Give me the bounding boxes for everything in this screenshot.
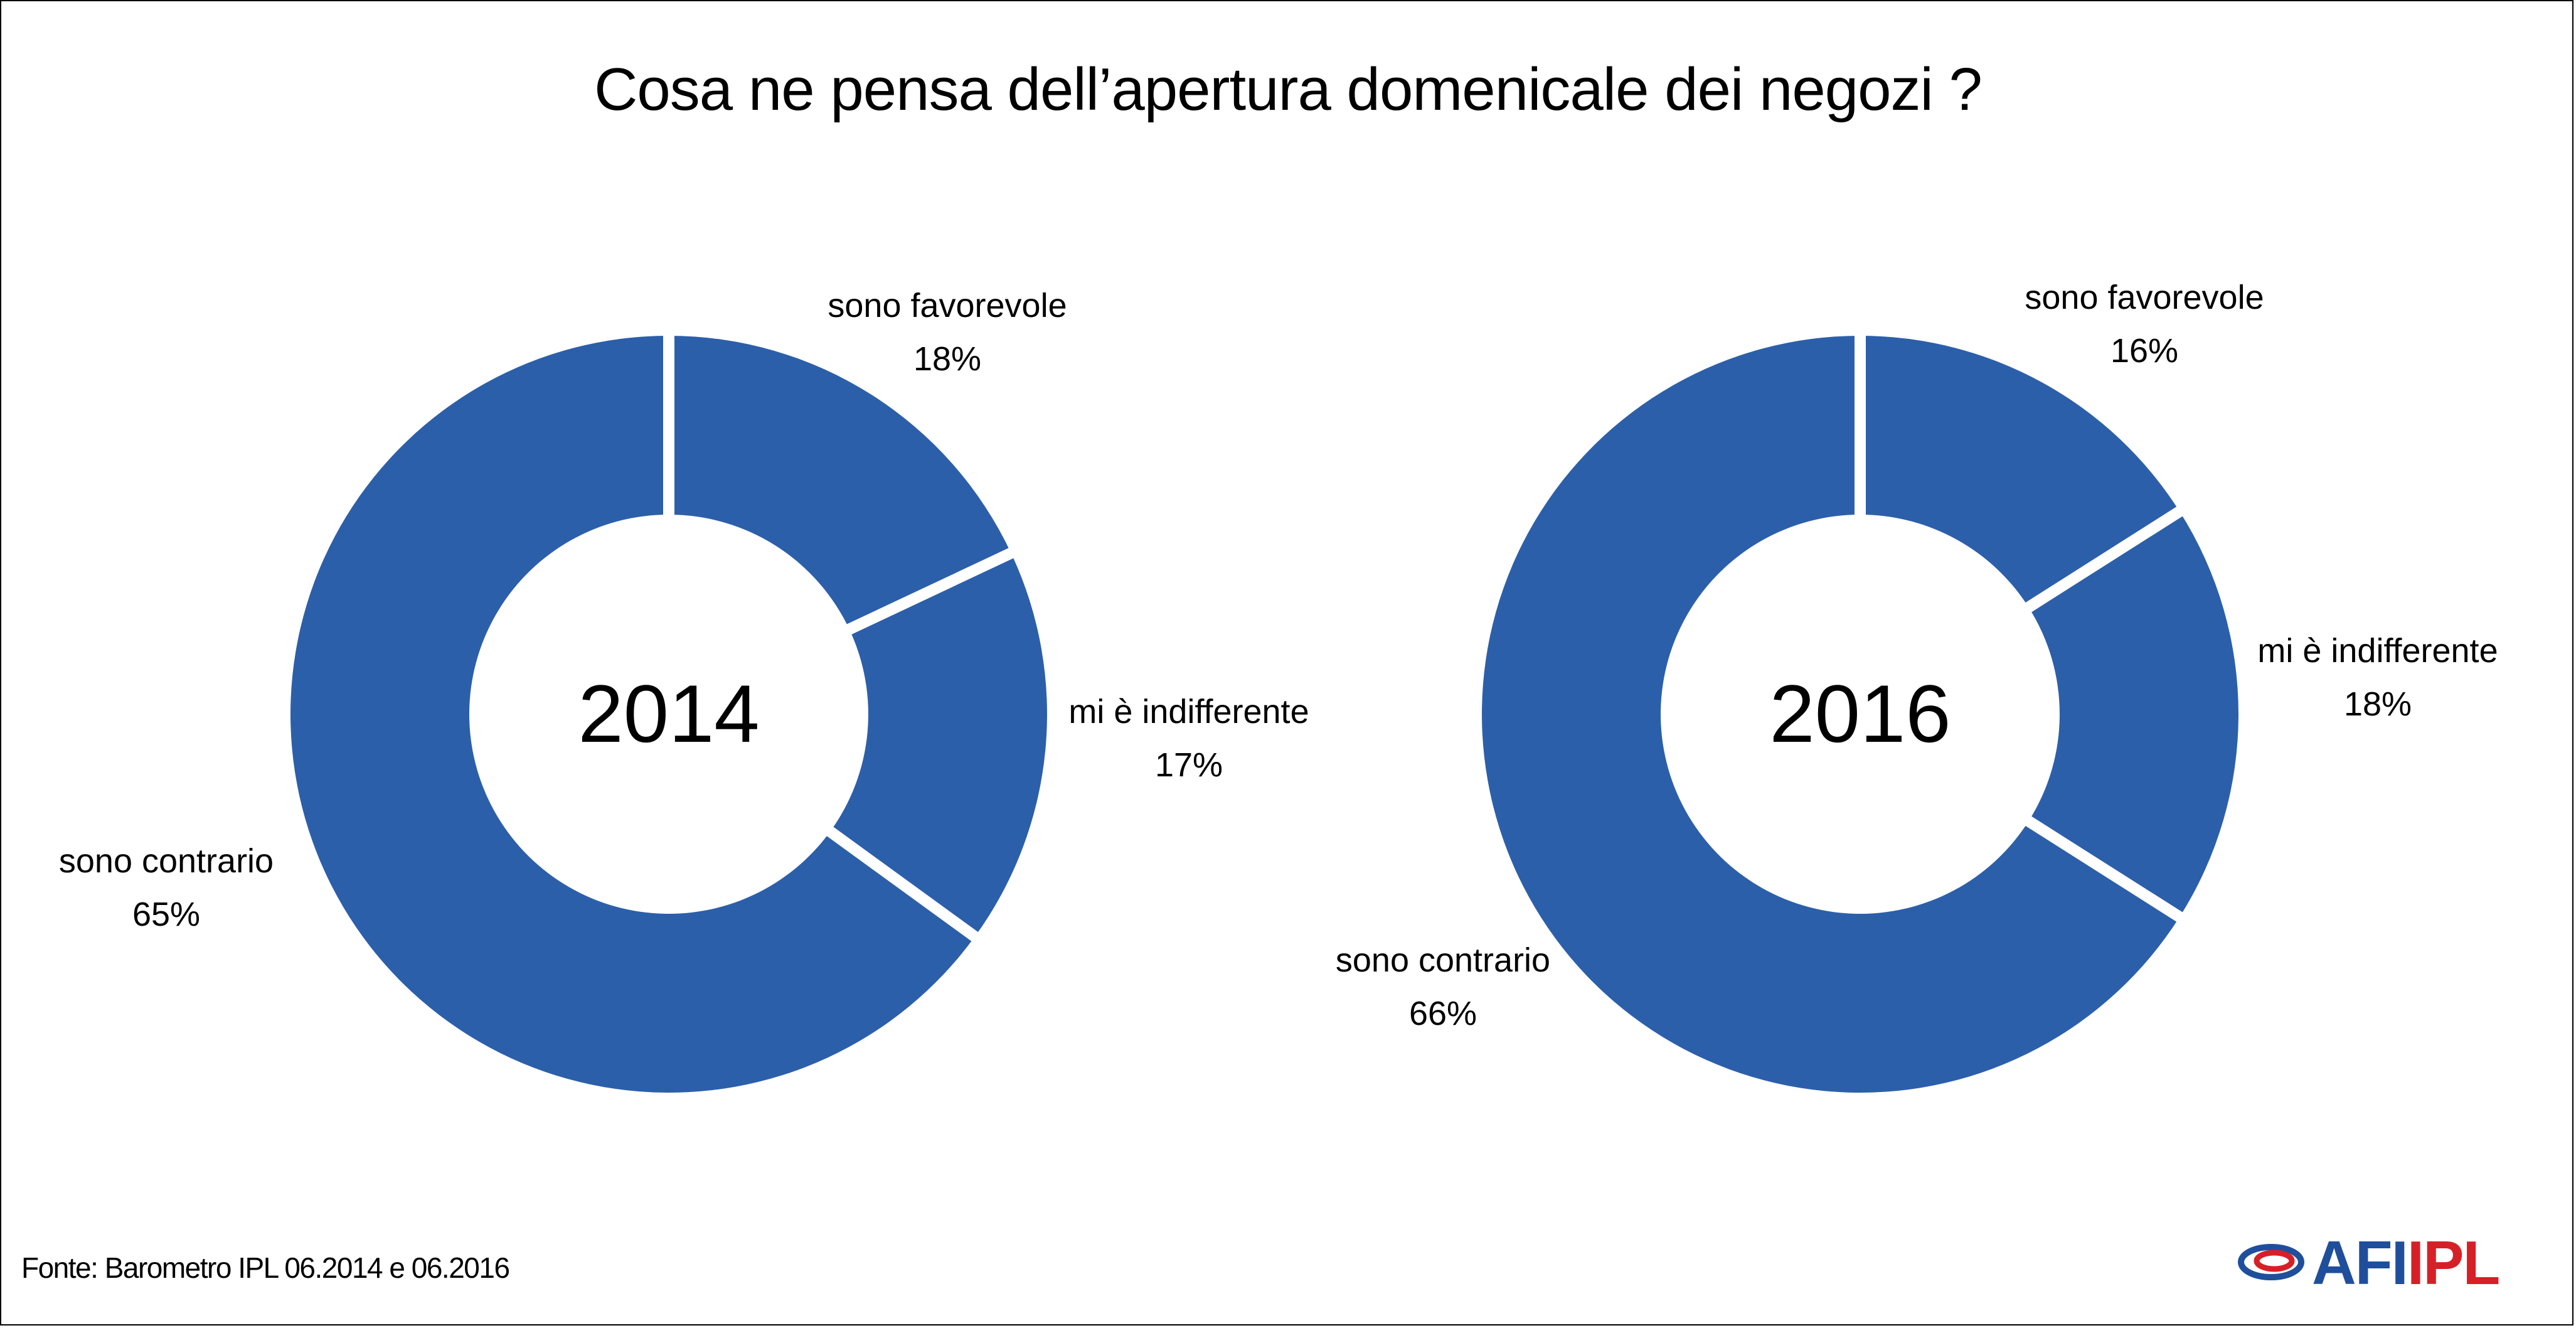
slice-separator <box>844 547 1016 636</box>
slice-label: sono contrario <box>59 842 274 880</box>
slice-label: sono favorevole <box>828 287 1067 324</box>
donut-slice-sono-contrario <box>1481 336 2180 1093</box>
donut-slice-mi-indifferente <box>830 553 1048 937</box>
source-note: Fonte: Barometro IPL 06.2014 e 06.2016 <box>21 1251 510 1284</box>
logo-swoosh-icon <box>2238 1244 2304 1280</box>
chart-title: Cosa ne pensa dell’apertura domenicale d… <box>594 56 1983 123</box>
slice-value-label: 17% <box>1155 746 1223 784</box>
slice-separator <box>2023 505 2185 614</box>
slice-label: sono contrario <box>1336 941 1550 979</box>
center-year-label: 2016 <box>1769 668 1951 759</box>
slice-label: mi è indifferente <box>1068 693 1309 731</box>
center-year-label: 2014 <box>578 668 759 759</box>
slice-value-label: 65% <box>132 896 200 933</box>
donut-slice-mi-indifferente <box>2028 511 2238 918</box>
donut-chart-2014: 2014 sono favorevole 18% mi è indifferente 1… <box>59 287 1309 1093</box>
donut-slice-sono-favorevole <box>669 336 1011 629</box>
donut-chart-2016: 2016 sono favorevole 16% mi è indifferente 1… <box>1336 279 2498 1093</box>
slice-separator <box>824 825 981 943</box>
slice-label: mi è indifferente <box>2257 632 2498 670</box>
slice-value-label: 16% <box>2110 332 2178 370</box>
slice-label: sono favorevole <box>2025 279 2264 316</box>
slice-value-label: 18% <box>2344 685 2412 723</box>
logo-text: AFIIPL <box>2312 1228 2500 1297</box>
slice-value-label: 66% <box>1409 995 1477 1032</box>
donut-slice-sono-contrario <box>290 336 975 1093</box>
slice-separator <box>2023 815 2185 923</box>
donut-slice-sono-favorevole <box>1860 336 2180 608</box>
afiipl-logo: AFIIPL <box>2237 1227 2544 1296</box>
slice-value-label: 18% <box>913 340 981 378</box>
